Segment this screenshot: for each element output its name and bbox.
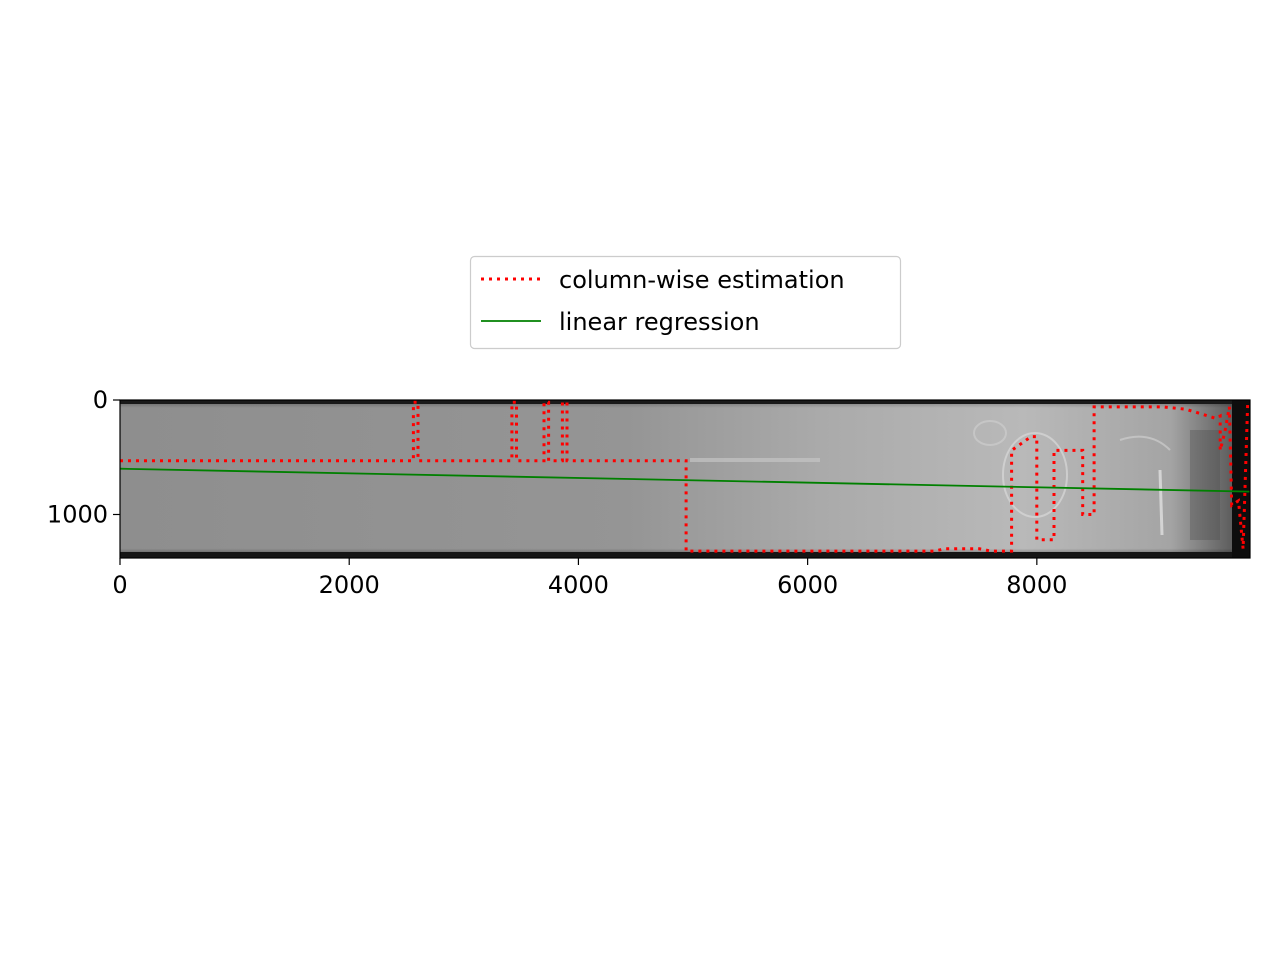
x-tick-label: 2000 (319, 571, 380, 599)
x-tick-label: 8000 (1006, 571, 1067, 599)
legend-box (469, 255, 902, 350)
x-tick-label: 4000 (548, 571, 609, 599)
x-axis: 0 2000 4000 6000 8000 (112, 558, 1067, 599)
x-tick-label: 0 (112, 571, 127, 599)
series-line-linear-regression (120, 467, 1250, 493)
y-tick-label: 0 (93, 386, 108, 414)
plot-frame (119, 399, 1251, 559)
legend-label-linear-regression: linear regression (559, 308, 760, 336)
legend: column-wise estimation linear regression (469, 255, 902, 350)
specimen-image (120, 400, 1250, 558)
legend-label-column-wise: column-wise estimation (559, 266, 845, 294)
y-axis: 0 1000 (47, 386, 120, 528)
series-layer (120, 400, 1250, 553)
y-tick-label: 1000 (47, 500, 108, 528)
x-tick-label: 6000 (777, 571, 838, 599)
